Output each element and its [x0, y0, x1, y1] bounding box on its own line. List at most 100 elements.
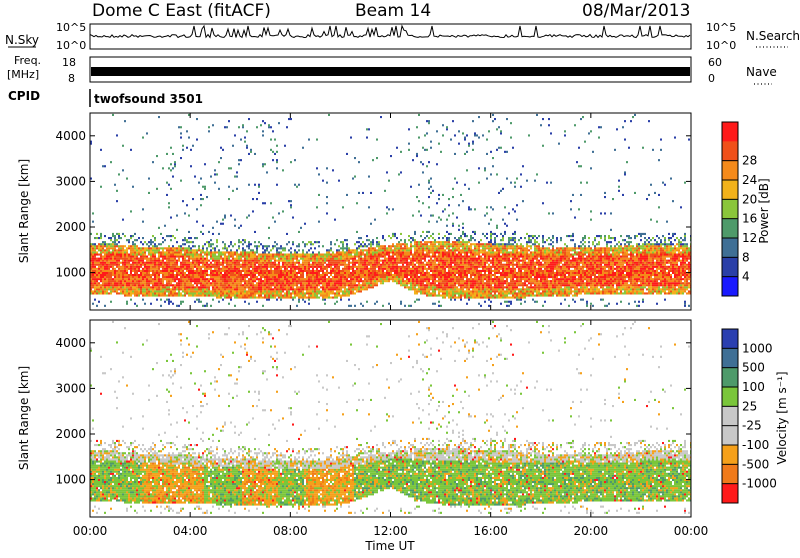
power-cell	[136, 305, 138, 307]
power-cell	[242, 276, 244, 278]
power-cell	[320, 282, 322, 284]
power-cell	[122, 145, 124, 147]
power-cell	[184, 249, 186, 251]
power-cell	[348, 286, 350, 288]
power-cell	[232, 288, 234, 290]
power-cell	[306, 258, 308, 260]
power-cell	[168, 290, 170, 292]
power-cell	[154, 266, 156, 268]
power-cell	[308, 280, 310, 282]
power-cell	[110, 280, 112, 282]
power-cell	[442, 274, 444, 276]
power-cell	[468, 295, 470, 297]
power-cell	[414, 249, 416, 251]
power-cell	[98, 278, 100, 280]
power-cell	[342, 256, 344, 258]
power-cell	[210, 290, 212, 292]
power-cell	[298, 184, 300, 186]
power-cell	[212, 227, 214, 229]
power-cell	[426, 247, 428, 249]
power-cell	[268, 288, 270, 290]
power-cell	[466, 286, 468, 288]
power-cell	[260, 256, 262, 258]
power-cell	[158, 258, 160, 260]
power-cell	[412, 266, 414, 268]
power-cell	[216, 251, 218, 253]
power-cell	[122, 264, 124, 266]
power-cell	[304, 282, 306, 284]
power-cell	[108, 247, 110, 249]
power-cell	[288, 288, 290, 290]
power-cell	[272, 297, 274, 299]
power-cell	[152, 258, 154, 260]
power-cell	[92, 286, 94, 288]
power-cell	[146, 258, 148, 260]
power-cell	[338, 251, 340, 253]
power-cell	[244, 272, 246, 274]
power-cell	[136, 256, 138, 258]
power-cell	[366, 284, 368, 286]
power-cell	[316, 260, 318, 262]
power-cell	[404, 256, 406, 258]
power-cell	[394, 258, 396, 260]
power-cell	[222, 295, 224, 297]
power-cell	[408, 264, 410, 266]
power-cell	[206, 241, 208, 243]
power-cell	[302, 254, 304, 256]
power-cell	[408, 305, 410, 307]
power-cell	[92, 284, 94, 286]
power-cell	[130, 210, 132, 212]
power-cell	[194, 251, 196, 253]
power-cell	[174, 258, 176, 260]
power-cell	[310, 276, 312, 278]
power-cell	[224, 292, 226, 294]
power-cell	[180, 132, 182, 134]
power-cell	[374, 274, 376, 276]
power-cell	[278, 264, 280, 266]
power-cell	[392, 264, 394, 266]
power-cell	[164, 286, 166, 288]
power-cell	[466, 241, 468, 243]
power-cell	[114, 276, 116, 278]
power-cell	[308, 249, 310, 251]
power-cell	[278, 297, 280, 299]
power-cell	[272, 264, 274, 266]
power-cell	[404, 239, 406, 241]
power-cell	[192, 254, 194, 256]
power-cell	[374, 280, 376, 282]
power-cell	[212, 254, 214, 256]
power-cell	[148, 192, 150, 194]
power-cell	[130, 260, 132, 262]
power-cell	[236, 262, 238, 264]
power-cell	[304, 270, 306, 272]
power-cell	[234, 268, 236, 270]
power-cell	[238, 264, 240, 266]
power-cell	[374, 303, 376, 305]
power-cell	[196, 282, 198, 284]
power-cell	[218, 276, 220, 278]
nsky-trace	[90, 26, 690, 38]
power-cell	[364, 260, 366, 262]
power-cell	[118, 272, 120, 274]
power-cell	[202, 280, 204, 282]
power-cell	[344, 280, 346, 282]
power-cell	[272, 270, 274, 272]
power-cell	[244, 260, 246, 262]
power-cell	[406, 262, 408, 264]
power-cell	[198, 258, 200, 260]
power-cell	[468, 297, 470, 299]
power-cell	[354, 282, 356, 284]
power-cell	[122, 278, 124, 280]
power-cell	[132, 280, 134, 282]
power-cell	[446, 290, 448, 292]
power-cell	[168, 278, 170, 280]
power-cell	[142, 221, 144, 223]
power-cell	[438, 251, 440, 253]
power-cell	[314, 282, 316, 284]
power-cell	[92, 254, 94, 256]
power-cell	[96, 305, 98, 307]
power-cell	[274, 286, 276, 288]
power-cell	[110, 260, 112, 262]
power-cell	[138, 290, 140, 292]
power-cell	[462, 241, 464, 243]
